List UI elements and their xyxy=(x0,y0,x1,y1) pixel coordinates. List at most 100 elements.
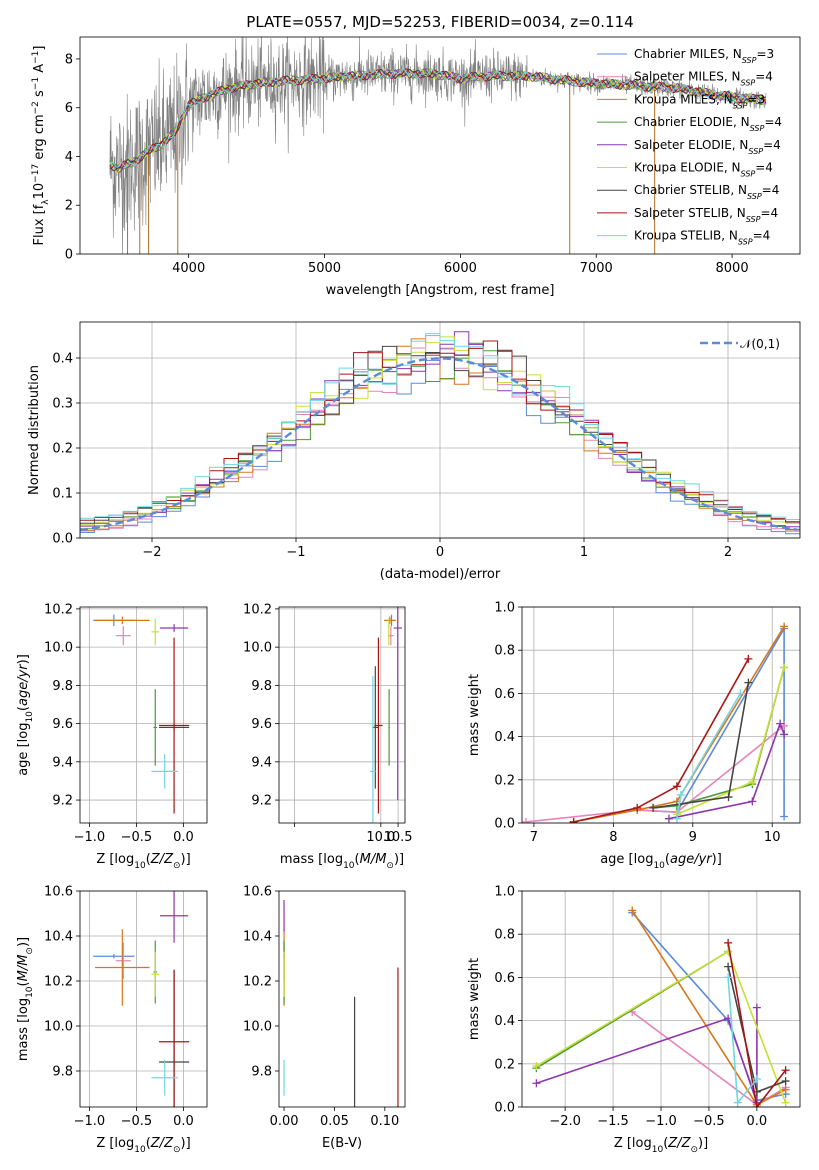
chart-mass_vs_Z: −1.0 −0.5 0.09.810.010.210.410.6Z [log10(Z… xyxy=(16,885,208,1155)
weight-marker-salpeter_stelib xyxy=(724,938,733,947)
label-part: A xyxy=(32,64,47,77)
y-axis-label: age [log10(age/yr)] xyxy=(16,654,35,776)
x-axis-label: age [log10(age/yr)] xyxy=(600,852,722,871)
label-part: ⊙ xyxy=(386,861,394,871)
legend-entry-chabrier_miles: Chabrier MILES, NSSP=3 xyxy=(634,47,774,65)
y-axis-label: Normed distribution xyxy=(27,365,42,495)
weight-marker-salpeter_elodie xyxy=(780,730,789,739)
legend-part: Kroupa ELODIE, N xyxy=(634,161,741,175)
weight-marker-salpeter_stelib xyxy=(569,817,578,823)
y-tick-label: 10.6 xyxy=(243,885,272,900)
y-tick-label: 9.2 xyxy=(52,794,73,809)
label-part: 10 xyxy=(652,1145,664,1155)
weight-line-chabrier_miles xyxy=(637,625,785,817)
hist-kroupa_stelib xyxy=(80,333,800,522)
weight-marker-salpeter_elodie xyxy=(752,1003,761,1012)
weight-marker-chabrier_stelib xyxy=(649,803,658,812)
legend-part: =4 xyxy=(753,229,771,243)
legend-part: SSP xyxy=(748,146,763,155)
x-tick-label: 8000 xyxy=(716,261,749,276)
label-part: ] xyxy=(32,46,47,51)
x-tick-label: 9 xyxy=(689,830,697,845)
weight-marker-salpeter_stelib xyxy=(672,782,681,791)
weight-marker-chabrier_stelib xyxy=(724,962,733,971)
y-tick-label: 10.0 xyxy=(44,1020,73,1035)
plot-area xyxy=(370,607,402,823)
y-axis-label: Flux [fλ10−17 erg cm−2 s−1 A−1] xyxy=(31,46,51,246)
x-tick-label: −1 xyxy=(286,545,305,560)
weight-marker-kroupa_miles xyxy=(781,1085,790,1094)
label-part: Z [log xyxy=(96,1136,134,1151)
weight-marker-chabrier_stelib xyxy=(744,678,753,687)
y-tick-label: 1.0 xyxy=(494,885,515,900)
legend-part: Chabrier ELODIE, N xyxy=(634,115,750,129)
y-tick-label: 10.4 xyxy=(44,930,73,945)
model-chabrier_stelib xyxy=(109,68,767,172)
label-part: )] xyxy=(394,852,404,867)
label-part: age [log xyxy=(16,723,31,776)
weight-marker-chabrier_miles xyxy=(780,812,789,821)
x-axis-label: Z [log10(Z/Z⊙)] xyxy=(614,1136,708,1155)
weight-marker-kroupa_stelib xyxy=(724,973,733,982)
x-tick-label: −1.0 xyxy=(645,1114,677,1129)
y-tick-label: 10.2 xyxy=(243,602,272,617)
y-tick-label: 0.4 xyxy=(494,730,515,745)
legend-entry-kroupa_stelib: Kroupa STELIB, NSSP=4 xyxy=(634,229,770,247)
y-tick-label: 10.6 xyxy=(44,885,73,900)
x-tick-label: 10.0 xyxy=(366,830,395,845)
plot-area xyxy=(93,891,190,1107)
label-part: 10 xyxy=(134,861,146,871)
y-tick-label: 9.4 xyxy=(251,755,272,770)
legend-entry-chabrier_stelib: Chabrier STELIB, NSSP=4 xyxy=(634,183,779,201)
x-tick-label: 0.0 xyxy=(173,830,194,845)
label-part: age/yr xyxy=(670,852,713,867)
y-tick-label: 0.3 xyxy=(52,397,73,412)
weight-marker-salpeter_stelib xyxy=(781,1066,790,1075)
axes-frame xyxy=(79,321,801,539)
weight-marker-kroupa_stelib xyxy=(736,689,745,698)
plot-area xyxy=(109,37,767,254)
x-tick-label: 0 xyxy=(436,545,444,560)
legend-entry-salpeter_stelib: Salpeter STELIB, NSSP=4 xyxy=(634,206,778,224)
legend-part: =4 xyxy=(762,183,780,197)
weight-marker-salpeter_stelib xyxy=(744,654,753,663)
label-part: M/M xyxy=(16,955,31,982)
chart-age_vs_Z: −1.0 −0.5 0.09.29.49.69.810.010.2Z [log10(… xyxy=(16,602,208,871)
axes-frame xyxy=(79,36,801,255)
label-part: 10 xyxy=(653,861,665,871)
weight-marker-salpeter_stelib xyxy=(752,1103,761,1107)
y-tick-label: 0.4 xyxy=(494,1014,515,1029)
plot-area xyxy=(283,900,399,1107)
x-axis-label: (data-model)/error xyxy=(380,567,501,582)
label-part: )] xyxy=(712,852,722,867)
label-part: Z/Z xyxy=(667,1136,691,1151)
y-tick-label: 10.0 xyxy=(243,641,272,656)
x-tick-label: 4000 xyxy=(172,261,205,276)
x-tick-label: −0.5 xyxy=(693,1114,725,1129)
weight-marker-kroupa_stelib xyxy=(733,1098,742,1107)
y-tick-label: 9.8 xyxy=(251,1065,272,1080)
chart-residuals: −2 −1 0 1 2 0.0 0.1 0.2 0.3 0.4 𝒩(0,1) (data-model)… xyxy=(27,321,801,582)
model-kroupa_stelib xyxy=(109,68,767,168)
weight-marker-kroupa_elodie xyxy=(748,777,757,786)
legend-part: Kroupa STELIB, N xyxy=(634,229,738,243)
y-tick-label: 10.2 xyxy=(44,602,73,617)
x-tick-label: 2 xyxy=(724,545,732,560)
y-axis-label: mass [log10(M/M⊙)] xyxy=(16,937,35,1061)
legend-entry-salpeter_miles: Salpeter MILES, NSSP=4 xyxy=(634,70,773,88)
x-tick-label: −1.5 xyxy=(597,1114,629,1129)
legend-part: Salpeter MILES, N xyxy=(634,70,741,84)
y-tick-label: 0.8 xyxy=(494,644,515,659)
axes-frame xyxy=(79,890,208,1108)
label-part: 10 xyxy=(25,986,35,998)
y-tick-label: 0.8 xyxy=(494,928,515,943)
x-tick-label: −1.0 xyxy=(74,830,106,845)
axes-frame xyxy=(521,606,801,824)
label-part: )] xyxy=(16,937,31,947)
label-part: λ xyxy=(41,199,51,205)
y-tick-label: 6 xyxy=(65,101,73,116)
x-tick-label: 0.0 xyxy=(747,1114,768,1129)
